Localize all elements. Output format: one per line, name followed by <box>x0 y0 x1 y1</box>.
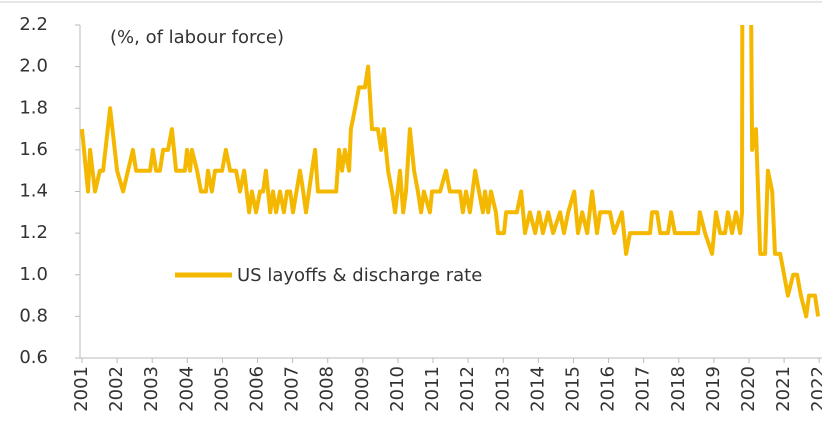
x-tick-label: 2016 <box>598 366 619 412</box>
y-tick-label: 1.4 <box>19 181 48 202</box>
line <box>80 25 821 319</box>
x-tick-label: 2005 <box>211 366 232 412</box>
x-tick-label: 2003 <box>141 366 162 412</box>
y-tick-label: 1.0 <box>19 264 48 285</box>
x-tick-label: 2013 <box>492 366 513 412</box>
x-tick-label: 2007 <box>282 366 303 412</box>
x-tick-label: 2001 <box>71 366 92 412</box>
y-tick-label: 1.2 <box>19 222 48 243</box>
legend-label: US layoffs & discharge rate <box>237 265 482 286</box>
x-tick-label: 2012 <box>457 366 478 412</box>
x-tick-label: 2018 <box>668 366 689 412</box>
y-tick-label: 2.2 <box>19 14 48 35</box>
annotation: (%, of labour force) <box>110 27 284 48</box>
x-tick-label: 2020 <box>738 366 759 412</box>
x-tick-label: 2014 <box>527 366 548 412</box>
x-tick-label: 2011 <box>422 366 443 412</box>
x-tick-label: 2022 <box>808 366 822 412</box>
x-tick-label: 2015 <box>562 366 583 412</box>
x-tick-label: 2006 <box>247 366 268 412</box>
y-tick-label: 2.0 <box>19 56 48 77</box>
y-tick-label: 0.8 <box>19 305 48 326</box>
x-tick-label: 2021 <box>773 366 794 412</box>
x-tick-label: 2019 <box>703 366 724 412</box>
x-tick-label: 2004 <box>176 366 197 412</box>
y-tick-label: 1.8 <box>19 97 48 118</box>
x-tick-label: 2002 <box>106 366 127 412</box>
y-tick-label: 0.6 <box>19 347 48 368</box>
x-tick-label: 2010 <box>387 366 408 412</box>
x-tick-label: 2017 <box>633 366 654 412</box>
x-tick-label: 2008 <box>317 366 338 412</box>
x-tick-label: 2009 <box>352 366 373 412</box>
y-tick-label: 1.6 <box>19 139 48 160</box>
